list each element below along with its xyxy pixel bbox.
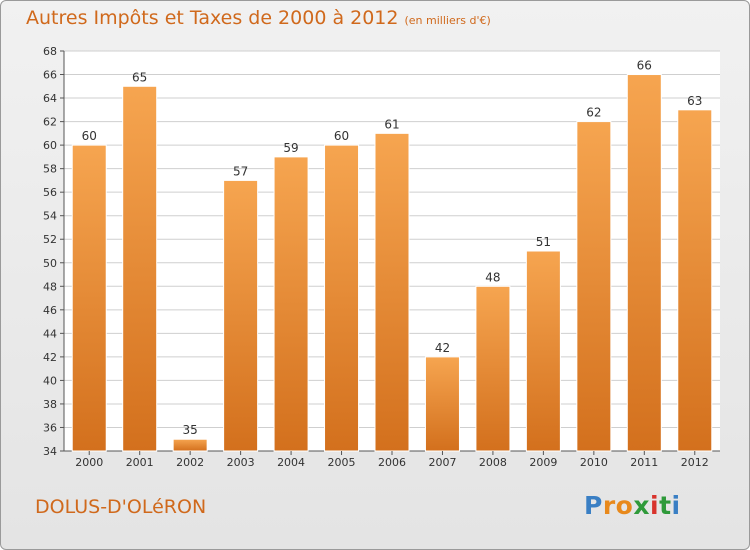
chart-title-text: Autres Impôts et Taxes de 2000 à 2012 — [26, 7, 399, 29]
x-tick-label-2000: 2000 — [75, 456, 103, 469]
y-tick-label: 68 — [43, 45, 57, 58]
bar-2004 — [273, 156, 309, 452]
y-tick-label: 34 — [43, 445, 57, 458]
logo-letter: P — [584, 491, 603, 520]
y-tick-label: 48 — [43, 280, 57, 293]
y-tick-label: 60 — [43, 139, 57, 152]
value-label-2002: 35 — [183, 423, 198, 437]
bar-2011 — [626, 74, 662, 452]
y-tick-label: 38 — [43, 398, 57, 411]
y-tick-label: 66 — [43, 69, 57, 82]
value-label-2003: 57 — [233, 164, 248, 178]
value-label-2005: 60 — [334, 129, 349, 143]
bar-2005 — [324, 144, 360, 452]
x-tick-label-2012: 2012 — [681, 456, 709, 469]
value-label-2012: 63 — [687, 94, 702, 108]
logo-letter: i — [671, 491, 681, 520]
x-tick-label-2003: 2003 — [227, 456, 255, 469]
logo-letter: o — [615, 491, 634, 520]
value-label-2006: 61 — [384, 117, 399, 131]
bar-2003 — [223, 179, 259, 452]
value-label-2007: 42 — [435, 341, 450, 355]
value-label-2004: 59 — [283, 141, 298, 155]
bar-2006 — [374, 132, 410, 452]
y-tick-label: 36 — [43, 421, 57, 434]
y-tick-label: 40 — [43, 374, 57, 387]
bar-2010 — [576, 121, 612, 452]
bar-2009 — [525, 250, 561, 452]
logo-letter: r — [602, 491, 616, 520]
x-tick-label-2004: 2004 — [277, 456, 305, 469]
bar-2007 — [424, 356, 460, 452]
x-tick-label-2010: 2010 — [580, 456, 608, 469]
logo-letter: x — [633, 491, 650, 520]
bar-2001 — [122, 85, 158, 452]
x-tick-label-2005: 2005 — [328, 456, 356, 469]
y-tick-label: 54 — [43, 210, 57, 223]
logo-letter: i — [650, 491, 660, 520]
value-label-2010: 62 — [586, 106, 601, 120]
x-tick-label-2002: 2002 — [176, 456, 204, 469]
bar-2000 — [71, 144, 107, 452]
value-label-2008: 48 — [485, 270, 500, 284]
value-label-2001: 65 — [132, 70, 147, 84]
y-tick-label: 62 — [43, 116, 57, 129]
y-tick-label: 64 — [43, 92, 57, 105]
x-tick-label-2007: 2007 — [428, 456, 456, 469]
proxiti-logo: Proxiti — [584, 491, 681, 520]
y-tick-label: 52 — [43, 233, 57, 246]
y-tick-label: 46 — [43, 304, 57, 317]
x-tick-label-2011: 2011 — [630, 456, 658, 469]
x-tick-label-2008: 2008 — [479, 456, 507, 469]
y-tick-label: 44 — [43, 327, 57, 340]
logo-letter: t — [659, 491, 672, 520]
value-label-2011: 66 — [637, 59, 652, 73]
value-label-2000: 60 — [82, 129, 97, 143]
x-tick-label-2009: 2009 — [529, 456, 557, 469]
x-tick-label-2001: 2001 — [126, 456, 154, 469]
bar-2008 — [475, 285, 511, 452]
y-tick-label: 42 — [43, 351, 57, 364]
bar-2012 — [677, 109, 713, 452]
x-tick-label-2006: 2006 — [378, 456, 406, 469]
chart-title: Autres Impôts et Taxes de 2000 à 2012 (en… — [26, 7, 491, 29]
y-tick-label: 56 — [43, 186, 57, 199]
chart-subtitle: (en milliers d'€) — [404, 14, 491, 27]
y-tick-label: 50 — [43, 257, 57, 270]
y-tick-label: 58 — [43, 163, 57, 176]
location-name: DOLUS-D'OLéRON — [35, 496, 207, 518]
bar-2002 — [172, 438, 208, 452]
value-label-2009: 51 — [536, 235, 551, 249]
